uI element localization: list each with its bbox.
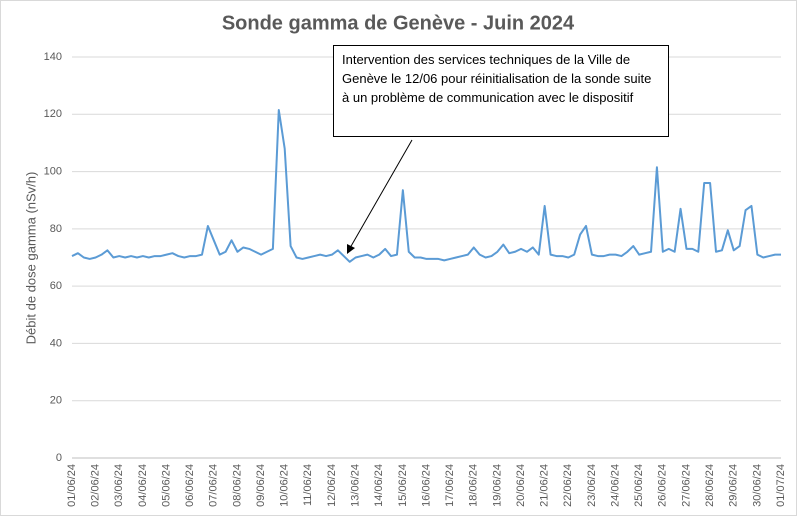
x-tick-label: 02/06/24 [90, 464, 102, 507]
x-tick-label: 14/06/24 [373, 464, 385, 507]
annotation-arrow [349, 139, 413, 249]
x-tick-label: 18/06/24 [468, 464, 480, 507]
chart-title: Sonde gamma de Genève - Juin 2024 [222, 12, 575, 34]
x-tick-label: 12/06/24 [326, 464, 338, 507]
x-tick-label: 26/06/24 [657, 464, 669, 507]
x-tick-label: 15/06/24 [397, 464, 409, 507]
x-tick-label: 27/06/24 [680, 464, 692, 507]
x-tick-label: 25/06/24 [633, 464, 645, 507]
x-tick-label: 22/06/24 [562, 464, 574, 507]
x-tick-label: 21/06/24 [539, 464, 551, 507]
x-tick-label: 17/06/24 [444, 464, 456, 507]
data-line [71, 108, 781, 263]
y-tick-label: 80 [50, 223, 62, 235]
x-tick-label: 28/06/24 [704, 464, 716, 507]
x-tick-label: 30/06/24 [751, 464, 763, 507]
x-tick-label: 19/06/24 [491, 464, 503, 507]
annotation: Intervention des services techniques de … [333, 45, 669, 137]
x-tick-label: 08/06/24 [231, 464, 243, 507]
x-tick-label: 16/06/24 [420, 464, 432, 507]
x-tick-label: 20/06/24 [515, 464, 527, 507]
x-tick-label: 05/06/24 [160, 464, 172, 507]
y-axis-label: Débit de dose gamma (nSv/h) [23, 172, 38, 345]
y-tick-label: 140 [44, 51, 62, 63]
x-tick-label: 06/06/24 [184, 464, 196, 507]
y-tick-label: 20 [50, 395, 62, 407]
x-tick-label: 09/06/24 [255, 464, 267, 507]
y-tick-label: 0 [56, 452, 62, 464]
annotation-arrowhead [347, 244, 355, 254]
x-tick-label: 07/06/24 [208, 464, 220, 507]
x-tick-label: 23/06/24 [586, 464, 598, 507]
y-tick-label: 100 [44, 165, 62, 177]
x-tick-label: 01/07/24 [775, 464, 787, 507]
x-tick-label: 13/06/24 [350, 464, 362, 507]
x-tick-label: 11/06/24 [302, 464, 314, 506]
y-tick-label: 60 [50, 280, 62, 292]
x-tick-label: 10/06/24 [279, 464, 291, 507]
x-tick-label: 01/06/24 [66, 464, 78, 507]
x-tick-label: 24/06/24 [609, 464, 621, 507]
y-tick-label: 120 [44, 108, 62, 120]
x-tick-label: 29/06/24 [728, 464, 740, 507]
x-tick-label: 03/06/24 [113, 464, 125, 507]
y-tick-label: 40 [50, 337, 62, 349]
x-tick-label: 04/06/24 [137, 464, 149, 507]
